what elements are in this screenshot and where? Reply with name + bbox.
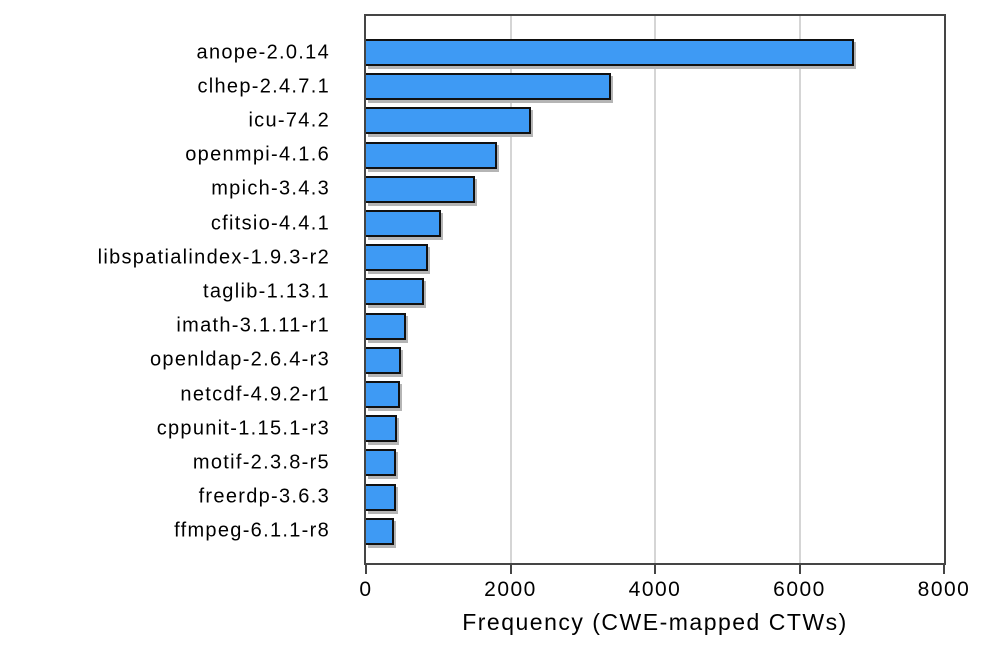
bar-ffmpeg-6.1.1-r8 [366, 518, 394, 545]
bar-mpich-3.4.3 [366, 176, 475, 203]
y-axis-label: freerdp-3.6.3 [198, 485, 330, 508]
plot-area [364, 14, 946, 565]
x-tick-label: 2000 [484, 578, 537, 601]
y-axis-label: openmpi-4.1.6 [185, 143, 330, 166]
y-axis-labels: anope-2.0.14 clhep-2.4.7.1 icu-74.2 openmpi… [0, 0, 330, 654]
gridline-6000 [798, 16, 801, 563]
bar-openmpi-4.1.6 [366, 142, 497, 169]
y-axis-label: libspatialindex-1.9.3-r2 [97, 246, 330, 269]
x-tick-0 [365, 565, 367, 574]
x-tick-label: 8000 [917, 578, 971, 601]
bar-freerdp-3.6.3 [366, 484, 396, 511]
x-tick-6000 [798, 565, 801, 574]
y-axis-label: netcdf-4.9.2-r1 [180, 383, 330, 405]
bar-openldap-2.6.4-r3 [366, 347, 401, 374]
x-axis-title: Frequency (CWE-mapped CTWs) [462, 609, 848, 635]
x-tick-label: 6000 [773, 578, 826, 601]
y-axis-label: cfitsio-4.4.1 [210, 212, 330, 234]
bar-netcdf-4.9.2-r1 [366, 381, 400, 408]
gridline-2000 [509, 16, 512, 563]
bar-motif-2.3.8-r5 [366, 449, 396, 476]
y-axis-label: openldap-2.6.4-r3 [150, 348, 330, 371]
bar-cppunit-1.15.1-r3 [366, 415, 397, 442]
y-axis-label: taglib-1.13.1 [203, 280, 330, 303]
bar-taglib-1.13.1 [366, 278, 424, 305]
y-axis-label: anope-2.0.14 [196, 41, 330, 63]
y-axis-label: mpich-3.4.3 [211, 177, 330, 200]
bar-cfitsio-4.4.1 [366, 210, 441, 237]
y-axis-label: ffmpeg-6.1.1-r8 [174, 519, 330, 542]
gridline-4000 [654, 16, 656, 563]
y-axis-label: cppunit-1.15.1-r3 [156, 417, 330, 440]
bar-imath-3.1.11-r1 [366, 313, 406, 340]
x-tick-4000 [654, 565, 656, 574]
y-axis-label: clhep-2.4.7.1 [197, 75, 330, 98]
y-axis-label: motif-2.3.8-r5 [192, 451, 330, 474]
bar-anope-2.0.14 [366, 39, 854, 66]
x-tick-2000 [509, 565, 512, 574]
y-axis-label: icu-74.2 [248, 109, 330, 132]
bar-clhep-2.4.7.1 [366, 73, 611, 100]
x-tick-8000 [943, 565, 945, 574]
bar-icu-74.2 [366, 107, 531, 134]
bar-libspatialindex-1.9.3-r2 [366, 244, 428, 271]
y-axis-label: imath-3.1.11-r1 [176, 314, 330, 337]
x-tick-label: 4000 [628, 578, 682, 601]
